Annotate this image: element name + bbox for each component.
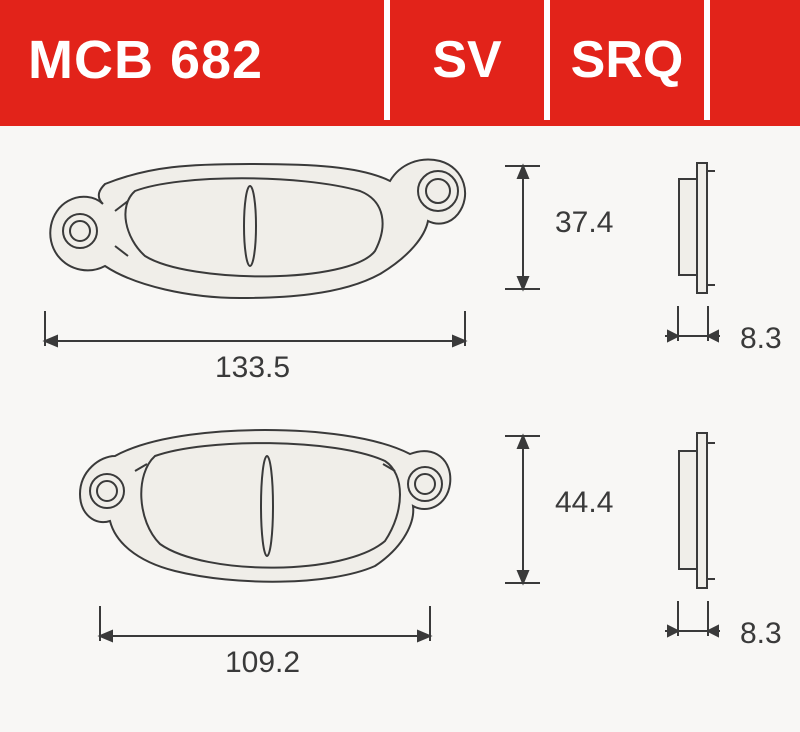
variant-srq: SRQ [550,0,710,120]
dim-bottom-thickness [660,596,730,651]
pad-top-side [665,161,725,296]
product-code: MCB 682 [0,0,390,120]
dim-top-width [40,306,470,356]
header-bar: MCB 682 SV SRQ [0,0,800,120]
label-bottom-thickness: 8.3 [740,617,782,651]
variant-sv: SV [390,0,550,120]
label-bottom-height: 44.4 [555,486,613,520]
dim-bottom-width [95,601,435,651]
header-fill [710,0,800,120]
dim-bottom-height [495,431,545,591]
label-top-thickness: 8.3 [740,322,782,356]
diagram-area: 37.4 133.5 8.3 [0,126,800,732]
pad-top-front [40,156,470,306]
dim-top-thickness [660,301,730,356]
pad-bottom-front [75,426,455,596]
dim-top-height [495,161,545,296]
label-top-width: 133.5 [215,351,290,385]
pad-bottom-side [665,431,725,591]
label-bottom-width: 109.2 [225,646,300,680]
label-top-height: 37.4 [555,206,613,240]
